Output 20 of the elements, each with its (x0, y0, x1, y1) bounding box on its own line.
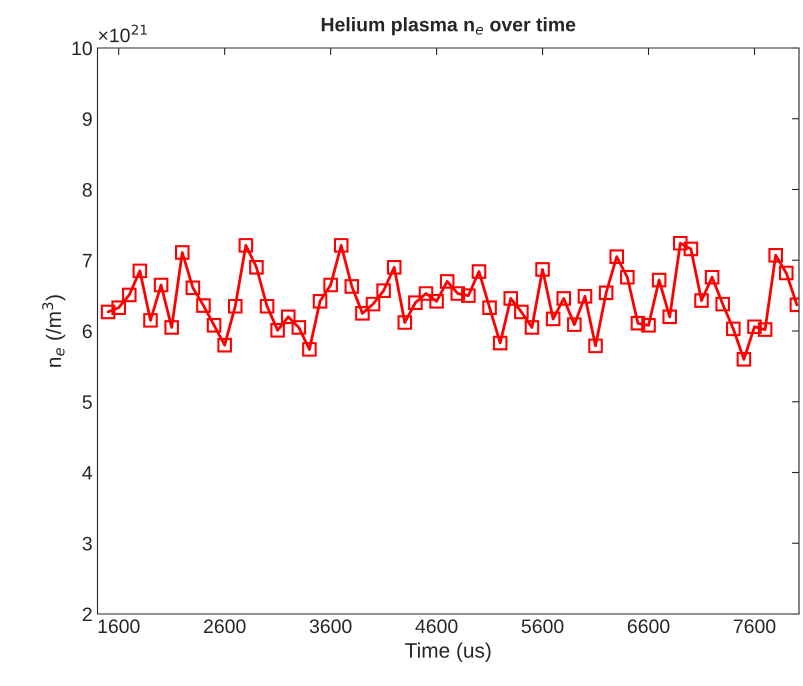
y-tick-label: 10 (72, 41, 92, 56)
x-tick-label: 4600 (415, 619, 458, 634)
y-tick-label: 3 (82, 536, 92, 550)
y-tick-label: 5 (82, 395, 92, 409)
x-tick-label: 7600 (734, 619, 776, 634)
y-axis-title: n$_{e}$ (/m$^{3}$) (42, 295, 66, 367)
y-tick-label: 9 (82, 112, 92, 126)
y-tick-label: 2 (82, 607, 92, 622)
x-axis-title: Time (us) (405, 642, 491, 662)
y-tick-label: 6 (82, 324, 92, 338)
x-tick-label: 6600 (628, 619, 670, 634)
y-tick-label: 7 (82, 254, 92, 268)
x-tick-label: 3600 (310, 619, 352, 634)
text: ×10$^{21}$ (98, 24, 147, 42)
y-tick-label: 8 (82, 182, 92, 197)
x-tick-label: 2600 (204, 619, 246, 634)
chart-title: Helium plasma n$_{e}$ over time (322, 17, 576, 36)
x-tick-label: 5600 (522, 619, 564, 634)
y-tick-label: 4 (82, 466, 92, 480)
x-tick-label: 1600 (98, 619, 140, 634)
